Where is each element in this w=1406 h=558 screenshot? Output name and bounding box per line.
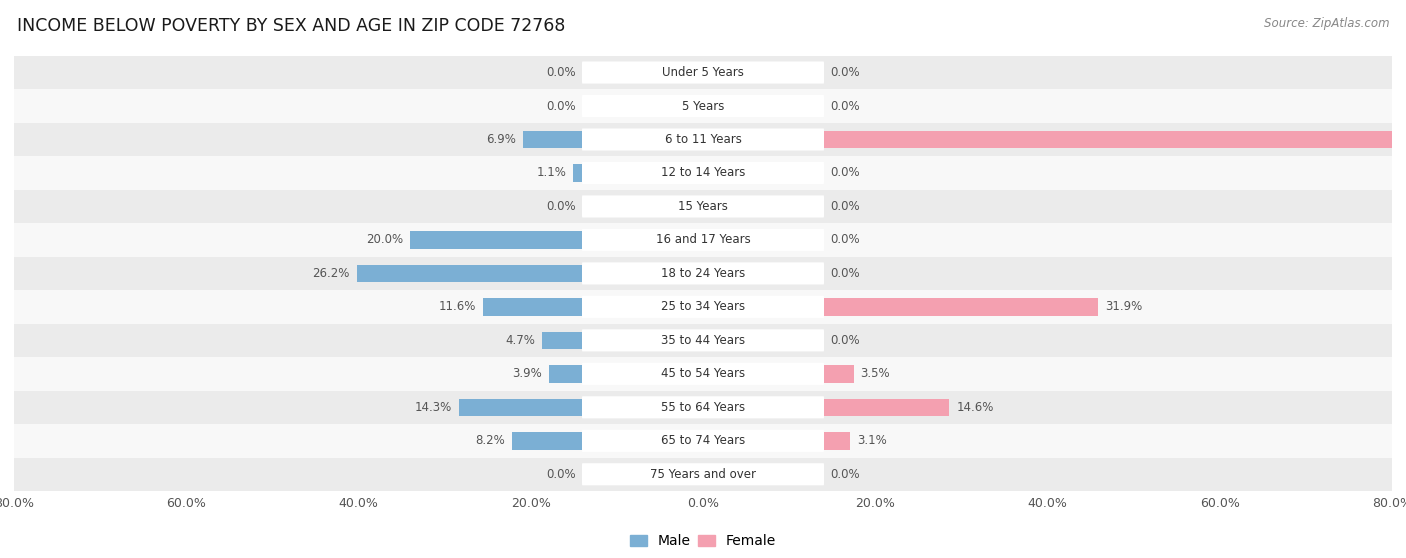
FancyBboxPatch shape — [582, 262, 824, 285]
Text: 0.0%: 0.0% — [831, 166, 860, 180]
Bar — [14, 223, 1392, 257]
FancyBboxPatch shape — [582, 195, 824, 218]
Text: INCOME BELOW POVERTY BY SEX AND AGE IN ZIP CODE 72768: INCOME BELOW POVERTY BY SEX AND AGE IN Z… — [17, 17, 565, 35]
Text: 65 to 74 Years: 65 to 74 Years — [661, 434, 745, 448]
Bar — [14, 123, 1392, 156]
Text: 1.1%: 1.1% — [536, 166, 567, 180]
Bar — [14, 56, 1392, 89]
Text: Source: ZipAtlas.com: Source: ZipAtlas.com — [1264, 17, 1389, 30]
Bar — [512, 432, 582, 450]
Text: 0.0%: 0.0% — [831, 334, 860, 347]
Bar — [482, 298, 582, 316]
Bar — [824, 432, 851, 450]
Bar — [541, 331, 582, 349]
Bar — [14, 257, 1392, 290]
Bar — [14, 190, 1392, 223]
Text: 6 to 11 Years: 6 to 11 Years — [665, 133, 741, 146]
Text: 0.0%: 0.0% — [831, 468, 860, 481]
Text: 3.9%: 3.9% — [512, 367, 541, 381]
Text: 0.0%: 0.0% — [546, 66, 575, 79]
Bar — [523, 131, 582, 148]
Text: 25 to 34 Years: 25 to 34 Years — [661, 300, 745, 314]
FancyBboxPatch shape — [582, 396, 824, 418]
Text: 3.5%: 3.5% — [860, 367, 890, 381]
Text: 0.0%: 0.0% — [831, 99, 860, 113]
FancyBboxPatch shape — [582, 162, 824, 184]
Text: 0.0%: 0.0% — [831, 200, 860, 213]
Text: 75 Years and over: 75 Years and over — [650, 468, 756, 481]
FancyBboxPatch shape — [582, 229, 824, 251]
Text: 55 to 64 Years: 55 to 64 Years — [661, 401, 745, 414]
Text: 26.2%: 26.2% — [312, 267, 350, 280]
Bar — [574, 164, 582, 182]
Text: Under 5 Years: Under 5 Years — [662, 66, 744, 79]
FancyBboxPatch shape — [582, 128, 824, 151]
FancyBboxPatch shape — [582, 363, 824, 385]
Text: 16 and 17 Years: 16 and 17 Years — [655, 233, 751, 247]
Bar — [824, 365, 853, 383]
Bar — [14, 357, 1392, 391]
Bar — [411, 231, 582, 249]
Text: 8.2%: 8.2% — [475, 434, 505, 448]
FancyBboxPatch shape — [582, 463, 824, 485]
Bar — [460, 398, 582, 416]
Bar — [14, 424, 1392, 458]
Text: 0.0%: 0.0% — [831, 66, 860, 79]
Text: 0.0%: 0.0% — [831, 267, 860, 280]
Bar — [824, 298, 1098, 316]
Text: 0.0%: 0.0% — [546, 468, 575, 481]
FancyBboxPatch shape — [582, 430, 824, 452]
Bar — [14, 156, 1392, 190]
Bar — [357, 264, 582, 282]
Bar — [824, 131, 1406, 148]
FancyBboxPatch shape — [582, 329, 824, 352]
Text: 31.9%: 31.9% — [1105, 300, 1143, 314]
FancyBboxPatch shape — [582, 95, 824, 117]
Legend: Male, Female: Male, Female — [624, 528, 782, 554]
Bar — [14, 290, 1392, 324]
Bar — [14, 324, 1392, 357]
FancyBboxPatch shape — [582, 296, 824, 318]
Text: 35 to 44 Years: 35 to 44 Years — [661, 334, 745, 347]
FancyBboxPatch shape — [582, 61, 824, 84]
Text: 3.1%: 3.1% — [858, 434, 887, 448]
Text: 15 Years: 15 Years — [678, 200, 728, 213]
Bar — [14, 458, 1392, 491]
Text: 20.0%: 20.0% — [366, 233, 404, 247]
Bar — [14, 89, 1392, 123]
Text: 4.7%: 4.7% — [505, 334, 536, 347]
Text: 0.0%: 0.0% — [546, 200, 575, 213]
Text: 6.9%: 6.9% — [486, 133, 516, 146]
Text: 12 to 14 Years: 12 to 14 Years — [661, 166, 745, 180]
Text: 5 Years: 5 Years — [682, 99, 724, 113]
Text: 0.0%: 0.0% — [546, 99, 575, 113]
Text: 11.6%: 11.6% — [439, 300, 475, 314]
Text: 0.0%: 0.0% — [831, 233, 860, 247]
Text: 45 to 54 Years: 45 to 54 Years — [661, 367, 745, 381]
Bar — [14, 391, 1392, 424]
Bar — [824, 398, 949, 416]
Text: 18 to 24 Years: 18 to 24 Years — [661, 267, 745, 280]
Bar — [548, 365, 582, 383]
Text: 14.3%: 14.3% — [415, 401, 453, 414]
Text: 14.6%: 14.6% — [956, 401, 994, 414]
